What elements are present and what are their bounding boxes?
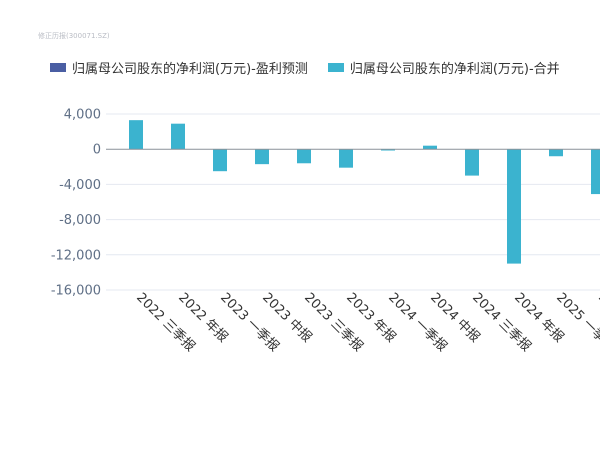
bar[interactable] [381, 149, 395, 151]
y-tick-label: -16,000 [51, 284, 101, 299]
y-tick-label: 4,000 [64, 108, 101, 123]
bar[interactable] [549, 149, 563, 157]
bar[interactable] [171, 123, 185, 150]
legend-label-actual: 归属母公司股东的净利润(万元)-合并 [349, 61, 560, 77]
bar[interactable] [129, 120, 143, 150]
bar[interactable] [423, 145, 437, 150]
bar[interactable] [591, 149, 600, 195]
x-tick-label: 2025 一季报 [553, 290, 600, 355]
bar[interactable] [255, 149, 269, 165]
legend-label-forecast: 归属母公司股东的净利润(万元)-盈利预测 [72, 61, 308, 77]
legend-item-actual[interactable]: 归属母公司股东的净利润(万元)-合并 [327, 58, 560, 77]
y-tick-label: -12,000 [51, 248, 101, 263]
bar[interactable] [339, 149, 353, 168]
legend-item-forecast[interactable]: 归属母公司股东的净利润(万元)-盈利预测 [50, 58, 308, 77]
chart-legend: 归属母公司股东的净利润(万元)-盈利预测 归属母公司股东的净利润(万元)-合并 [50, 58, 580, 77]
legend-swatch-forecast [50, 62, 66, 72]
y-tick-label: -8,000 [59, 213, 101, 228]
bar[interactable] [213, 149, 227, 172]
y-tick-label: 0 [93, 143, 101, 158]
bar[interactable] [465, 149, 479, 176]
y-tick-label: -4,000 [59, 178, 101, 193]
bar[interactable] [297, 149, 311, 164]
legend-swatch-actual [327, 62, 344, 72]
source-label: 修正历报(300071.SZ) [38, 32, 110, 40]
bar[interactable] [507, 149, 521, 264]
